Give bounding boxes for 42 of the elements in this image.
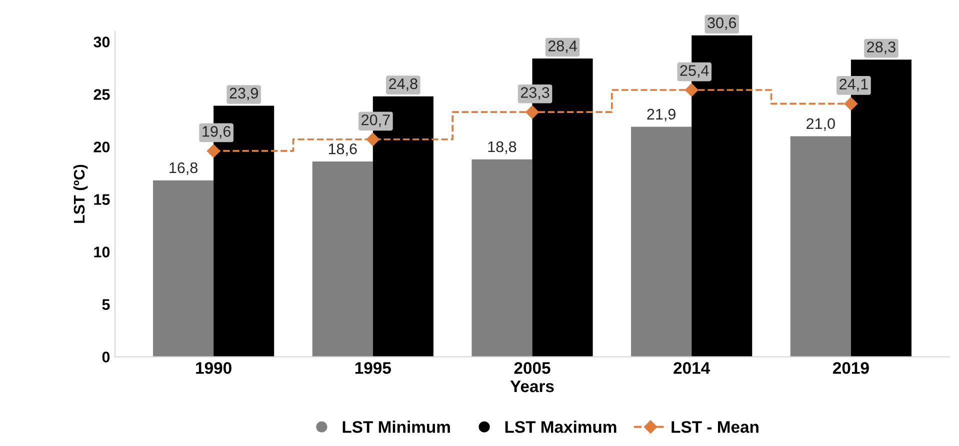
point	[526, 106, 539, 119]
data-label: 28,4	[548, 40, 577, 54]
data-label: 20,7	[362, 114, 390, 128]
data-label: 21,0	[806, 118, 835, 131]
data-label: 24,1	[840, 78, 868, 92]
data-label: 23,9	[230, 88, 258, 100]
legend-label: LST Maximum	[505, 420, 616, 433]
point	[206, 144, 220, 158]
data-label: 30,6	[708, 17, 736, 30]
data-label: 23,3	[520, 87, 550, 100]
x-axis-title: Years	[510, 380, 554, 392]
y-tick-label: 10	[94, 246, 110, 258]
legend-label: LST - Mean	[672, 421, 758, 433]
x-tick-label: 1990	[196, 362, 232, 374]
data-label: 18,8	[488, 141, 516, 154]
bar	[312, 161, 373, 357]
bar	[631, 126, 692, 357]
y-tick-label: 25	[94, 89, 110, 100]
x-tick-label: 1995	[355, 362, 391, 374]
point	[685, 83, 698, 97]
data-label: 25,4	[680, 65, 709, 78]
bar	[153, 180, 214, 357]
point	[366, 132, 380, 146]
data-label: 21,9	[647, 108, 676, 122]
x-tick-label: 2005	[514, 362, 550, 374]
y-tick-label: 5	[102, 299, 110, 310]
x-tick-label: 2014	[674, 362, 710, 374]
data-label: 24,8	[389, 78, 418, 91]
y-tick-label: 0	[102, 352, 110, 362]
legend-label: LST Minimum	[342, 420, 450, 433]
data-label: 16,8	[170, 162, 198, 175]
y-tick-label: 30	[94, 36, 110, 48]
bar	[472, 159, 532, 357]
y-tick-label: 20	[94, 142, 110, 152]
data-label: 18,6	[328, 143, 357, 156]
x-tick-label: 2019	[832, 362, 869, 374]
data-label: 19,6	[202, 126, 231, 139]
bar	[790, 136, 851, 357]
data-label: 28,3	[867, 42, 896, 54]
point	[844, 97, 858, 110]
y-tick-label: 15	[94, 194, 110, 205]
y-axis-title: LST (ºC)	[73, 164, 88, 223]
